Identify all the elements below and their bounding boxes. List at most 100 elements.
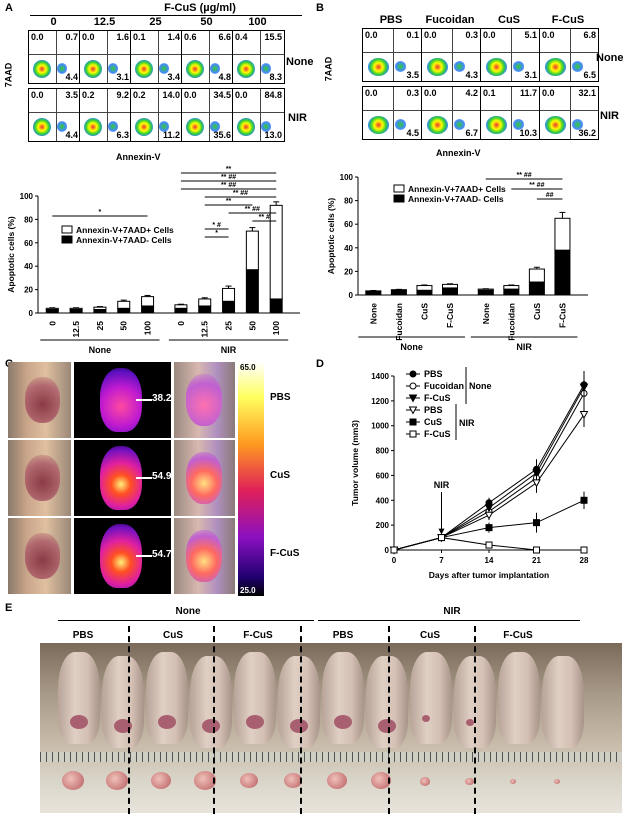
y-tick-label-5: 1000 [371,422,389,431]
panel-b-row-none: None [596,52,624,64]
x-tick-label-1: 7 [439,556,444,565]
panel-b-flow-r1-c1-q-lr: 6.7 [465,128,478,138]
x-tick-label-0: 0 [392,556,397,565]
panel-b-flow-r0-c1-q-lr: 4.3 [465,70,478,80]
panel-a-row-nir: NIR [288,112,307,124]
panel-b-flow-r1-c0-population-2 [394,119,407,130]
y-tick-label-5: 100 [20,192,34,201]
x-tick-label-5: 0 [176,321,186,326]
panel-a-flow-r1-c0-q-lr: 4.4 [65,130,78,140]
y-tick-label-0: 0 [349,291,354,300]
panel-a-flow-r1-c3-population [186,117,205,136]
x-tick-label-3: 21 [532,556,541,565]
panel-b-flow-r1-c0-q-lr: 4.5 [406,128,419,138]
panel-e-separator-3 [388,626,390,814]
x-tick-label-6: 12.5 [200,321,210,338]
panel-a-flow-r0-c1-vline [106,31,108,83]
bar-light-6 [528,268,545,283]
panel-e-excised-tumor-4 [240,773,258,789]
sig-label-6: ** ## [245,206,260,213]
panel-a-flow-r1-c4-q-ur: 84.8 [264,90,282,100]
panel-e-mouse-tumor-2 [158,715,176,729]
panel-a-conc-0: 0 [50,16,57,28]
panel-b-flow-r1-c3-population [544,115,566,134]
legend-swatch-0 [393,184,405,193]
panel-e-excised-tumor-5 [284,773,302,789]
bar-dark-4 [141,305,155,314]
panel-a-flow-r1-c1-q-ul: 0.2 [82,90,95,100]
panel-e-separator-4 [474,626,476,814]
legend-label-5: F-CuS [424,429,451,439]
panel-a-flow-r1-c4-population [237,117,256,136]
x-tick-label-4: 28 [580,556,589,565]
x-tick-label-7: 25 [224,321,234,331]
panel-b-flow-r1-c3-population-2 [571,119,584,130]
panel-b-flow-r0-c1-q-ur: 0.3 [465,30,478,40]
panel-a-flow-r0-c0-hline [29,54,80,56]
point-5-3 [533,546,540,554]
panel-a-flow-r1-c3-q-lr: 35.6 [213,130,231,140]
bar-dark-9 [269,298,283,314]
bar-light-6 [198,298,212,307]
panel-a-flow-r1-c2-q-ul: 0.2 [133,90,146,100]
panel-e-separator-0 [128,626,130,814]
panel-b-col-1: Fucoidan [425,14,475,26]
point-4-3 [533,519,540,527]
panel-c-overlay-spot-0 [186,374,222,426]
panel-e-separator-1 [213,626,215,814]
panel-c-row-label-0: PBS [270,392,291,403]
panel-b-flow-r0-c3-population-2 [571,61,584,72]
panel-e-excised-tumor-2 [151,772,171,789]
panel-e-group-line-none [58,620,314,621]
panel-b-flow-r0-c0-q-lr: 3.5 [406,70,419,80]
panel-e-excised-tumor-10 [510,779,516,785]
panel-e-ruler [40,752,622,762]
panel-a-flow-r1-c0-q-ul: 0.0 [31,90,44,100]
panel-e-group-nir: NIR [443,606,461,617]
bar-light-8 [245,230,259,271]
panel-b-flow-r0-c3: 0.0 6.8 6.5 [539,28,599,82]
y-tick-label-3: 60 [24,239,33,248]
legend-label-1: Annexin-V+7AAD- Cells [76,235,172,245]
panel-b-flow-r0-c3-population [544,57,566,76]
panel-a-flow-r0-c3-q-ul: 0.6 [184,32,197,42]
panel-e-subgroup-1: CuS [163,630,183,641]
panel-c-tumor-0 [25,377,60,423]
legend-marker-1 [409,382,417,390]
legend-swatch-1 [393,194,405,203]
legend-label-0: Annexin-V+7AAD+ Cells [408,184,506,194]
panel-b-yaxis-title: 7AAD [323,56,334,82]
panel-a-flow-r0-c0: 0.0 0.7 4.4 [28,30,81,84]
sig-label-8: * # [212,222,221,229]
panel-a-flow-r0-c2-population-2 [159,63,170,74]
panel-c-arrow-1 [136,477,152,479]
panel-d-growth-chart: 0 200 400 600 800 1000 1200 1400 0 7 14 21 28 Days af… [350,367,589,580]
panel-a-flow-r1-c0-vline [55,89,57,141]
x-tick-label-1: Fucoidan [394,303,404,341]
panel-a-flow-r1-c4-q-lr: 13.0 [264,130,282,140]
panel-e-excised-tumor-11 [554,779,560,785]
panel-b-flow-r0-c0-q-ur: 0.1 [406,30,419,40]
panel-b-xaxis-title: Annexin-V [436,148,481,158]
panel-a-flow-r0-c0-q-lr: 4.4 [65,72,78,82]
point-4-4 [580,496,588,504]
legend-marker-5 [409,430,417,438]
panel-b-flow-r1-c1-q-ur: 4.2 [465,88,478,98]
point-5-1 [438,534,445,542]
panel-a-header-line [30,15,302,16]
panel-b-flow-r0-c2-vline [511,29,513,81]
sig-label-2: ## [546,192,554,199]
panel-a-flow-r1-c3-vline [208,89,210,141]
bar-dark-4 [477,289,494,296]
panel-a-flow-r0-c1-hline [80,54,131,56]
point-5-0 [390,546,398,554]
nir-annotation: NIR [434,480,450,490]
panel-e-mouse-tumor-0 [70,715,88,729]
panel-c-scale-min: 25.0 [240,586,256,595]
panel-a-flow-r0-c2-q-ur: 1.4 [167,32,180,42]
sig-label-1: ** ## [529,182,544,189]
panel-a-flow-r1-c1: 0.2 9.2 6.3 [79,88,132,142]
y-tick-label-4: 80 [24,215,33,224]
panel-a-flow-r1-c1-population-2 [108,121,119,132]
bar-light-5 [503,285,520,290]
